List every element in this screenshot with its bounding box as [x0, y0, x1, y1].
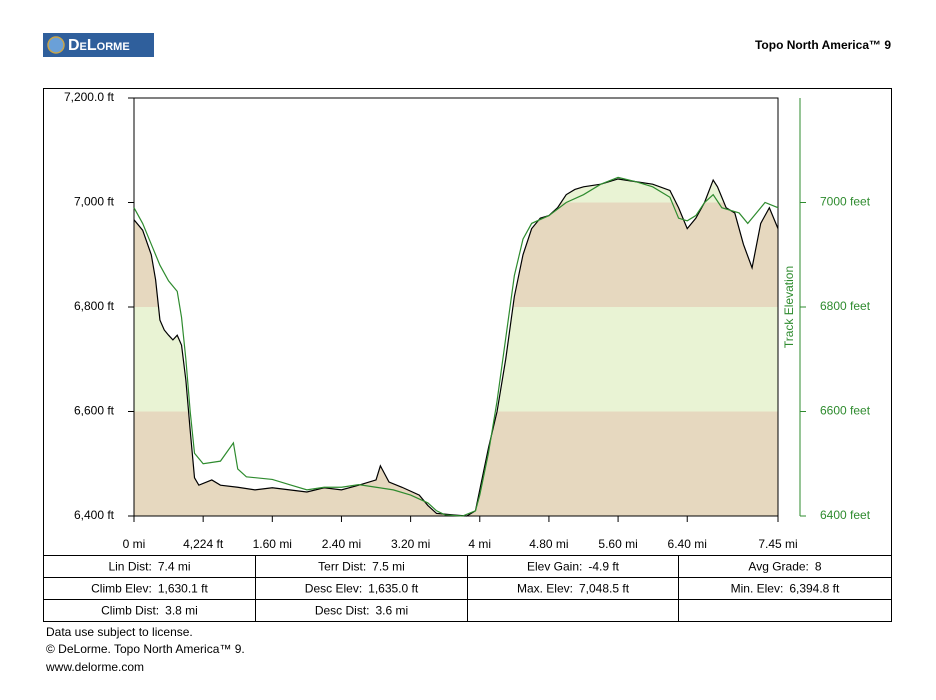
stat-value: 3.6 mi [376, 604, 409, 618]
stat-label: Desc Dist: [315, 604, 370, 618]
stat-label: Elev Gain: [527, 560, 582, 574]
stat-value: 6,394.8 ft [789, 582, 840, 596]
stat-label: Lin Dist: [108, 560, 151, 574]
x-tick-label: 3.20 mi [391, 537, 430, 551]
y-tick-label: 6,800 ft [74, 299, 115, 313]
stat-label: Climb Elev: [91, 582, 152, 596]
y2-tick-label: 6800 feet [820, 299, 871, 313]
stat-value: 7.4 mi [158, 560, 191, 574]
x-tick-label: 5.60 mi [598, 537, 637, 551]
stat-cell: Desc Dist: 3.6 mi [315, 604, 408, 618]
elevation-line [133, 178, 779, 517]
stat-value: 3.8 mi [165, 604, 198, 618]
y2-axis-label: Track Elevation [782, 266, 796, 348]
elevation-band [134, 411, 778, 516]
stat-value: 8 [815, 560, 822, 574]
y-tick-label: 6,600 ft [74, 404, 115, 418]
y2-tick-label: 6400 feet [820, 508, 871, 522]
stat-label: Terr Dist: [318, 560, 366, 574]
stat-cell: Climb Dist: 3.8 mi [101, 604, 198, 618]
elevation-band [134, 307, 778, 412]
stat-cell: Elev Gain: -4.9 ft [527, 560, 620, 574]
stat-label: Min. Elev: [731, 582, 784, 596]
footer-line: Data use subject to license. [46, 625, 193, 639]
elevation-band [134, 202, 778, 307]
stat-cell: Min. Elev: 6,394.8 ft [731, 582, 840, 596]
elevation-line [133, 176, 779, 517]
y-tick-label: 6,400 ft [74, 508, 115, 522]
x-tick-label: 2.40 mi [322, 537, 361, 551]
stat-value: 1,635.0 ft [368, 582, 419, 596]
y-tick-label: 7,000 ft [74, 195, 115, 209]
stat-cell: Lin Dist: 7.4 mi [108, 560, 190, 574]
stat-cell: Climb Elev: 1,630.1 ft [91, 582, 208, 596]
y2-tick-label: 6600 feet [820, 404, 871, 418]
stat-label: Max. Elev: [517, 582, 573, 596]
stat-value: 1,630.1 ft [158, 582, 209, 596]
footer-line: www.delorme.com [46, 660, 145, 674]
x-tick-label: 4,224 ft [183, 537, 224, 551]
y-tick-label: 7,200.0 ft [64, 90, 115, 104]
logo-globe [47, 36, 65, 54]
bands [134, 178, 778, 516]
stat-label: Avg Grade: [748, 560, 808, 574]
footer-line: © DeLorme. Topo North America™ 9. [46, 642, 245, 656]
elevation-band [134, 178, 778, 203]
logo-text: DeLorme [68, 37, 130, 54]
x-tick-label: 6.40 mi [668, 537, 707, 551]
stat-label: Desc Elev: [305, 582, 362, 596]
y2-tick-label: 7000 feet [820, 195, 871, 209]
stat-cell: Terr Dist: 7.5 mi [318, 560, 405, 574]
stat-value: 7,048.5 ft [579, 582, 630, 596]
product-title: Topo North America™ 9 [755, 38, 891, 52]
x-tick-label: 0 mi [123, 537, 146, 551]
stat-value: -4.9 ft [588, 560, 619, 574]
stat-cell: Max. Elev: 7,048.5 ft [517, 582, 630, 596]
x-tick-label: 7.45 mi [758, 537, 797, 551]
x-tick-label: 4 mi [468, 537, 491, 551]
stat-cell: Avg Grade: 8 [748, 560, 821, 574]
stat-value: 7.5 mi [372, 560, 405, 574]
x-tick-label: 4.80 mi [529, 537, 568, 551]
stat-cell: Desc Elev: 1,635.0 ft [305, 582, 419, 596]
stat-label: Climb Dist: [101, 604, 159, 618]
x-tick-label: 1.60 mi [253, 537, 292, 551]
